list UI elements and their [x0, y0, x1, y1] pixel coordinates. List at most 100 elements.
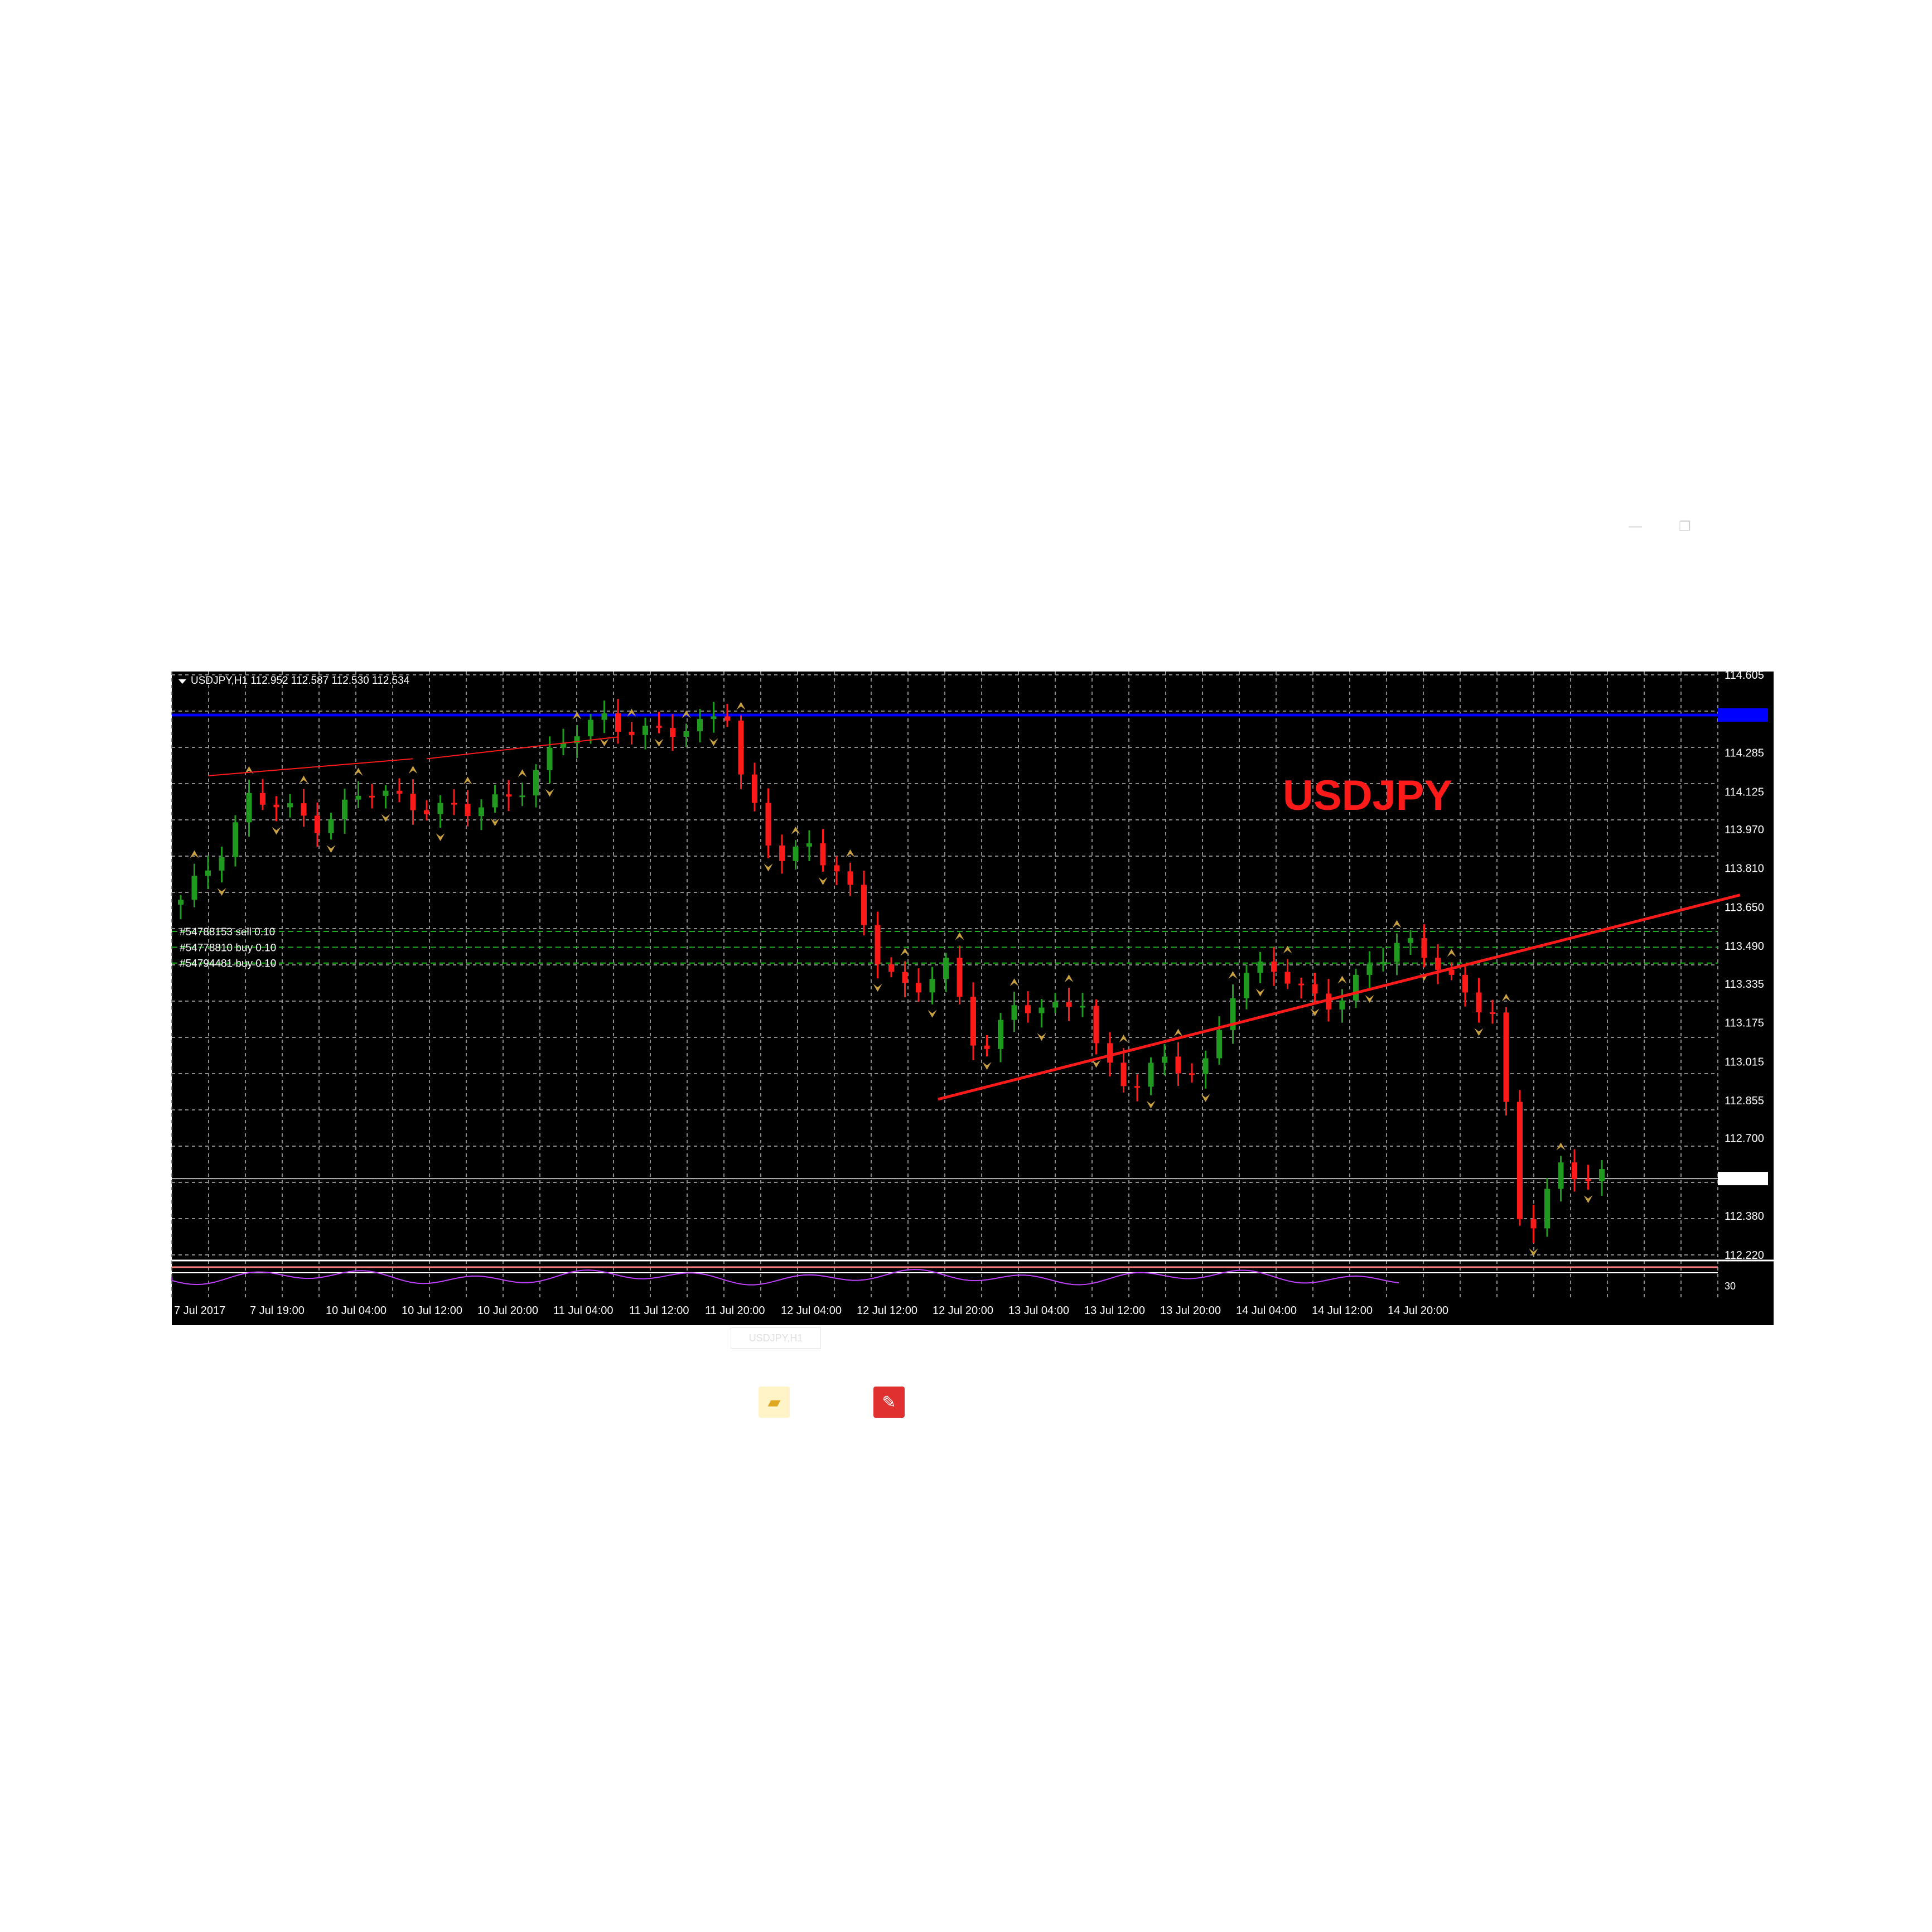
fractal-down-icon: [1201, 1094, 1210, 1102]
chart-background: [172, 672, 1718, 1297]
fractal-down-icon: [1037, 1033, 1046, 1041]
candle-body: [1052, 1002, 1058, 1008]
candle-body: [574, 736, 580, 743]
candle-body: [1353, 974, 1359, 1001]
fractal-up-icon: [463, 776, 472, 785]
candle-body: [1093, 1006, 1099, 1044]
candle-body: [424, 810, 429, 814]
candle-body: [683, 731, 689, 737]
restore-button[interactable]: ❐: [1679, 519, 1691, 534]
time-tick: 13 Jul 12:00: [1084, 1305, 1145, 1317]
time-tick: 12 Jul 20:00: [933, 1305, 993, 1317]
folder-icon[interactable]: ▰: [759, 1387, 790, 1418]
fractal-down-icon: [928, 1010, 937, 1018]
candle-body: [1462, 974, 1468, 993]
candle-body: [287, 803, 293, 808]
candle-body: [1585, 1178, 1591, 1181]
fractal-up-icon: [1501, 993, 1511, 1002]
candle-body: [273, 804, 279, 808]
candle-body: [643, 726, 648, 735]
candle-body: [588, 719, 593, 737]
fractal-down-icon: [436, 833, 445, 842]
price-axis-background: [1718, 672, 1774, 1297]
fractal-up-icon: [1010, 978, 1019, 987]
candle-body: [916, 983, 921, 993]
candle-body: [998, 1020, 1003, 1049]
chart-tab[interactable]: USDJPY,H1: [731, 1327, 821, 1349]
candle-body: [561, 743, 566, 748]
rising-trend-line: [938, 893, 1741, 1101]
minimize-button[interactable]: —: [1629, 519, 1642, 534]
fractal-down-icon: [381, 814, 390, 822]
candle-body: [929, 979, 935, 993]
candle-body: [369, 795, 375, 798]
candle-body: [902, 972, 908, 983]
fractal-up-icon: [846, 849, 855, 857]
fractal-up-icon: [572, 711, 582, 719]
candle-body: [205, 870, 211, 876]
fractal-down-icon: [654, 738, 664, 747]
candle-body: [437, 803, 443, 814]
time-tick: 14 Jul 04:00: [1236, 1305, 1297, 1317]
fractal-down-icon: [873, 984, 882, 992]
price-tick: 112.220: [1725, 1249, 1764, 1262]
candle-body: [670, 728, 675, 737]
symbol-watermark: USDJPY: [1283, 772, 1452, 819]
candle-body: [1244, 973, 1249, 998]
candle-body: [479, 807, 484, 817]
candle-body: [301, 803, 307, 816]
candle-body: [806, 843, 812, 847]
fractal-up-icon: [408, 766, 418, 774]
candle-body: [724, 716, 730, 721]
order-label: #54778810 buy 0.10: [180, 942, 276, 954]
candle-body: [1257, 962, 1263, 973]
candle-body: [957, 958, 963, 997]
price-tick: 114.285: [1725, 747, 1764, 760]
candle-body: [1490, 1012, 1495, 1015]
fractal-down-icon: [545, 789, 554, 797]
candle-body: [738, 721, 744, 775]
candle-body: [793, 846, 799, 861]
price-tick: 114.125: [1725, 786, 1764, 798]
time-tick: 13 Jul 20:00: [1160, 1305, 1221, 1317]
candle-body: [1599, 1169, 1605, 1181]
candle-body: [506, 794, 511, 797]
fractal-up-icon: [900, 948, 910, 956]
chart-window[interactable]: 114.605 114.285 114.125 113.970 113.810 113.6…: [167, 667, 1774, 1325]
candle-body: [1011, 1005, 1017, 1020]
time-tick: 13 Jul 04:00: [1008, 1305, 1069, 1317]
fractal-up-icon: [518, 769, 527, 777]
fractal-up-icon: [1447, 949, 1456, 957]
candle-body: [492, 794, 498, 808]
candle-body: [1039, 1007, 1045, 1013]
candle-body: [178, 900, 183, 905]
candle-body: [1380, 962, 1386, 964]
price-tick: 112.855: [1725, 1095, 1764, 1107]
fractal-down-icon: [982, 1062, 992, 1070]
fractal-down-icon: [326, 845, 336, 853]
fractal-up-icon: [1173, 1028, 1183, 1037]
candle-body: [1312, 984, 1318, 994]
window-titlebar: — ❐: [167, 519, 1729, 547]
price-chart[interactable]: 114.605 114.285 114.125 113.970 113.810 113.6…: [167, 667, 1774, 1325]
price-tick: 112.380: [1725, 1210, 1764, 1223]
candle-body: [1448, 969, 1455, 975]
time-tick: 12 Jul 04:00: [781, 1305, 842, 1317]
trend-segment: [207, 758, 413, 776]
candle-body: [1572, 1162, 1577, 1179]
indicator-level-label: 30: [1725, 1281, 1736, 1292]
candle-body: [1544, 1189, 1550, 1229]
fractal-down-icon: [217, 888, 226, 896]
candle-body: [779, 845, 785, 861]
candle-body: [970, 997, 976, 1046]
app-icon[interactable]: ✎: [873, 1387, 905, 1418]
candle-body: [451, 803, 457, 805]
fractal-down-icon: [1529, 1248, 1538, 1257]
candle-body: [1326, 993, 1331, 1010]
candle-body: [1271, 962, 1277, 972]
candle-body: [1435, 958, 1441, 970]
time-tick: 7 Jul 2017: [174, 1305, 225, 1317]
candle-body: [246, 793, 252, 823]
candle-body: [533, 770, 539, 796]
chart-menu-chevron-icon: [178, 679, 186, 684]
